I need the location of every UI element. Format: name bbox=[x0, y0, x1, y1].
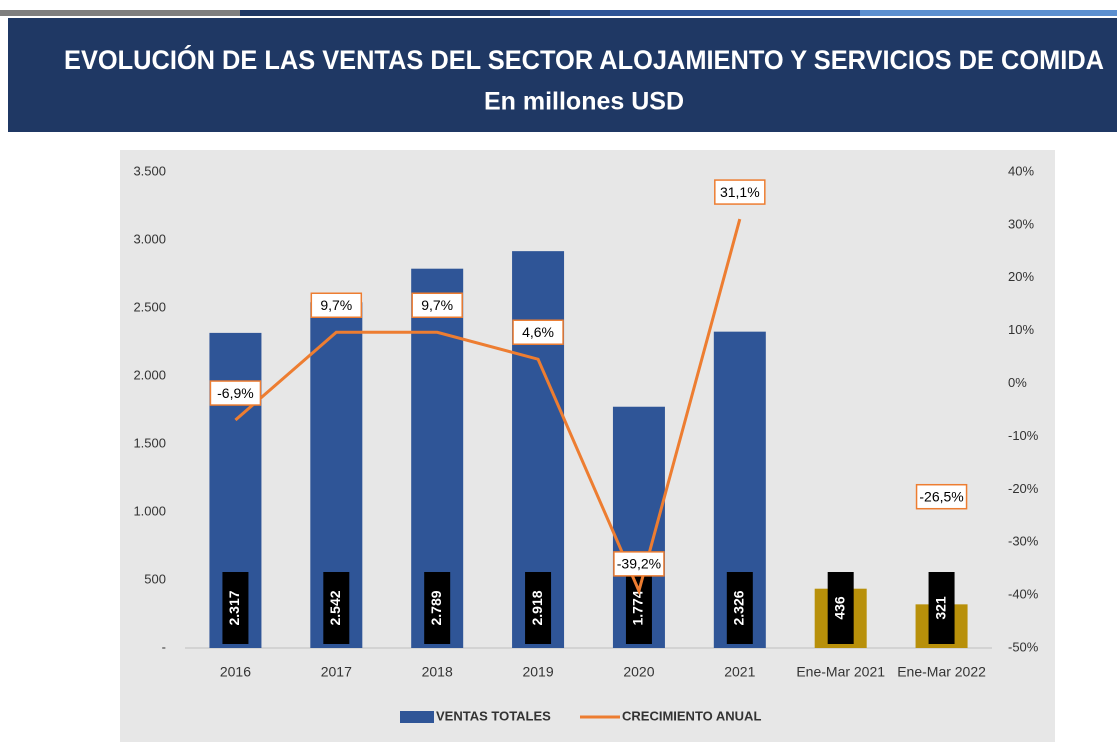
data-label-box bbox=[915, 483, 968, 510]
y2-tick-label: -50% bbox=[1008, 639, 1039, 654]
data-label-box bbox=[525, 572, 552, 644]
data-label-box bbox=[726, 572, 753, 644]
data-label: -26,5% bbox=[919, 488, 963, 504]
data-label-box bbox=[625, 572, 652, 644]
chart-subtitle: En millones USD bbox=[484, 88, 684, 116]
legend-label: VENTAS TOTALES bbox=[436, 708, 551, 723]
data-label-box bbox=[928, 572, 955, 644]
data-label-box bbox=[827, 572, 854, 644]
x-tick-label: 2017 bbox=[321, 664, 352, 680]
data-label-box bbox=[512, 319, 564, 345]
data-label: 9,7% bbox=[320, 297, 352, 313]
legend-swatch bbox=[400, 711, 434, 723]
y-tick-label: 3.500 bbox=[133, 163, 166, 178]
stripe bbox=[550, 10, 860, 16]
data-label-box bbox=[411, 292, 463, 319]
x-tick-label: 2020 bbox=[623, 664, 654, 680]
y-tick-label: - bbox=[162, 639, 166, 654]
data-label-box bbox=[310, 292, 363, 319]
y2-tick-label: 30% bbox=[1008, 216, 1034, 231]
x-tick-label: 2016 bbox=[220, 664, 251, 680]
data-label-box bbox=[323, 572, 350, 644]
x-tick-label: 2019 bbox=[522, 664, 553, 680]
y2-tick-label: -10% bbox=[1008, 428, 1039, 443]
data-label: 4,6% bbox=[522, 324, 554, 340]
y2-tick-label: 0% bbox=[1008, 375, 1027, 390]
y2-tick-label: 10% bbox=[1008, 322, 1034, 337]
data-label-box bbox=[424, 572, 451, 644]
y2-tick-label: -30% bbox=[1008, 534, 1039, 549]
data-label: -39,2% bbox=[617, 556, 661, 572]
data-label: 31,1% bbox=[720, 184, 760, 200]
stripe bbox=[0, 10, 240, 16]
y2-tick-label: -40% bbox=[1008, 587, 1039, 602]
legend-label: CRECIMIENTO ANUAL bbox=[622, 708, 761, 723]
data-label: 1.774 bbox=[630, 590, 646, 625]
y-tick-label: 500 bbox=[144, 571, 166, 586]
data-label: 436 bbox=[831, 596, 847, 620]
stripe bbox=[860, 10, 1117, 16]
data-label: 2.918 bbox=[529, 590, 545, 625]
x-tick-label: Ene-Mar 2021 bbox=[796, 664, 885, 680]
data-label: -6,9% bbox=[217, 385, 254, 401]
y-tick-label: 3.000 bbox=[133, 231, 166, 246]
data-label-box bbox=[209, 380, 262, 406]
y2-tick-label: 40% bbox=[1008, 163, 1034, 178]
y-tick-label: 1.500 bbox=[133, 435, 166, 450]
chart-panel bbox=[120, 150, 1055, 742]
data-label-box bbox=[222, 572, 249, 644]
chart-title: EVOLUCIÓN DE LAS VENTAS DEL SECTOR ALOJA… bbox=[64, 44, 1104, 75]
data-label: 2.542 bbox=[327, 590, 343, 625]
data-label: 2.789 bbox=[428, 590, 444, 625]
y-tick-label: 2.000 bbox=[133, 367, 166, 382]
data-label: 321 bbox=[932, 596, 948, 620]
data-label: 2.317 bbox=[226, 590, 242, 625]
y2-tick-label: -20% bbox=[1008, 481, 1039, 496]
stripe bbox=[240, 10, 550, 16]
data-label-box bbox=[714, 179, 766, 205]
y2-tick-label: 20% bbox=[1008, 269, 1034, 284]
banner bbox=[8, 18, 1117, 132]
x-tick-label: 2018 bbox=[422, 664, 453, 680]
y-tick-label: 1.000 bbox=[133, 503, 166, 518]
y-tick-label: 2.500 bbox=[133, 299, 166, 314]
x-tick-label: 2021 bbox=[724, 664, 755, 680]
x-tick-label: Ene-Mar 2022 bbox=[897, 664, 986, 680]
data-label: 9,7% bbox=[421, 297, 453, 313]
data-label: 2.326 bbox=[731, 590, 747, 625]
data-label-box bbox=[613, 551, 665, 577]
